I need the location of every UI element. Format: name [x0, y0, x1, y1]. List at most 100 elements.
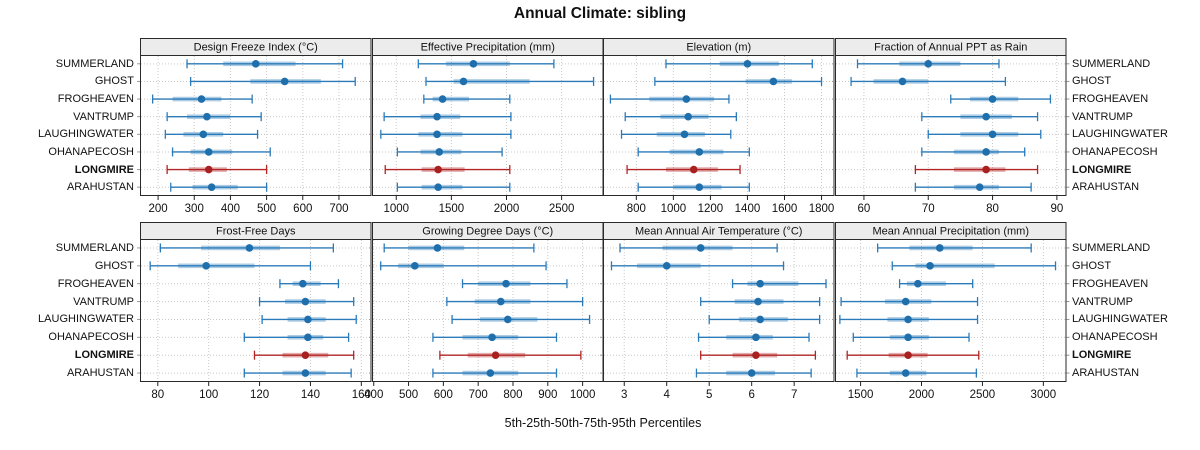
- station-label-arahustan-left: ARAHUSTAN: [66, 181, 134, 194]
- x-tick-label: 5: [706, 389, 712, 401]
- median-dot: [496, 297, 505, 306]
- panel-fraction-of-annual-ppt-as-rain: Fraction of Annual PPT as Rain 60 70 80 90: [831, 38, 1069, 215]
- median-dot: [202, 262, 210, 270]
- median-dot: [199, 130, 208, 139]
- station-label-ohanapecosh-left: OHANAPECOSH: [48, 145, 134, 158]
- median-dot: [754, 297, 762, 306]
- median-dot: [469, 60, 477, 68]
- panel-mean-annual-air-temperature-c: Mean Annual Air Temperature (°C) 3 4 5 6 7: [600, 222, 838, 401]
- strip-title: Mean Annual Precipitation (mm): [872, 226, 1029, 238]
- x-tick-label: 120: [250, 389, 269, 401]
- x-tick-label: 300: [185, 203, 204, 215]
- x-tick-label: 600: [293, 203, 312, 215]
- station-label-ghost-left: GHOST: [94, 75, 134, 88]
- median-dot: [304, 333, 312, 342]
- station-label-ohanapecosh-right: OHANAPECOSH: [1072, 331, 1158, 344]
- median-dot: [689, 165, 698, 174]
- x-tick-label: 400: [221, 203, 240, 215]
- x-tick-label: 80: [986, 203, 999, 215]
- panel-growing-degree-days-c: Growing Degree Days (°C) 400 500 600 700 800 9…: [364, 222, 606, 401]
- panel-effective-precipitation-mm: Effective Precipitation (mm) 1000 1500 2000…: [368, 38, 606, 215]
- strip-title: Effective Precipitation (mm): [420, 42, 554, 54]
- median-dot: [434, 148, 443, 156]
- station-label-laughingwater-left: LAUGHINGWATER: [38, 313, 134, 326]
- median-dot: [898, 77, 906, 86]
- median-dot: [752, 351, 760, 359]
- median-dot: [903, 315, 912, 324]
- median-dot: [503, 315, 512, 324]
- median-dot: [756, 315, 764, 324]
- x-tick-label: 1500: [438, 203, 464, 215]
- strip-title: Fraction of Annual PPT as Rain: [874, 42, 1027, 54]
- median-dot: [752, 333, 760, 342]
- x-tick-label: 70: [921, 203, 934, 215]
- x-tick-label: 600: [433, 389, 452, 401]
- station-label-laughingwater-right: LAUGHINGWATER: [1072, 128, 1168, 141]
- plot-area: [834, 55, 1066, 196]
- strip-title: Mean Annual Air Temperature (°C): [635, 226, 802, 238]
- median-dot: [207, 183, 216, 191]
- median-dot: [204, 148, 213, 156]
- x-tick-label: 100: [199, 389, 218, 401]
- panel-design-freeze-index-c: Design Freeze Index (°C) 200 300 400 500 600 7…: [137, 38, 375, 215]
- station-label-arahustan-left: ARAHUSTAN: [66, 367, 134, 380]
- x-tick-label: 160: [352, 389, 371, 401]
- station-label-summerland-left: SUMMERLAND: [55, 57, 134, 70]
- median-dot: [251, 60, 260, 68]
- x-tick-label: 2000: [908, 389, 934, 401]
- median-dot: [988, 95, 996, 103]
- x-tick-label: 1600: [772, 203, 798, 215]
- median-dot: [245, 244, 254, 252]
- x-tick-label: 700: [468, 389, 487, 401]
- station-label-vantrump-right: VANTRUMP: [1072, 110, 1133, 123]
- station-label-ohanapecosh-left: OHANAPECOSH: [48, 331, 134, 344]
- station-label-arahustan-right: ARAHUSTAN: [1072, 367, 1140, 380]
- median-dot: [491, 351, 499, 359]
- x-tick-label: 1000: [661, 203, 687, 215]
- median-dot: [301, 297, 310, 306]
- median-dot: [975, 183, 983, 191]
- median-dot: [432, 112, 441, 121]
- median-dot: [925, 262, 934, 270]
- x-tick-label: 1400: [735, 203, 761, 215]
- x-tick-label: 140: [301, 389, 320, 401]
- median-dot: [301, 351, 310, 359]
- median-dot: [756, 279, 764, 288]
- median-dot: [280, 77, 289, 86]
- x-tick-label: 3000: [1030, 389, 1056, 401]
- median-dot: [459, 77, 467, 86]
- plot-area: [603, 239, 835, 382]
- station-label-ghost-right: GHOST: [1072, 259, 1112, 272]
- station-label-ohanapecosh-right: OHANAPECOSH: [1072, 145, 1158, 158]
- x-tick-label: 1000: [569, 389, 595, 401]
- median-dot: [301, 369, 310, 377]
- station-label-ghost-right: GHOST: [1072, 75, 1112, 88]
- station-label-summerland-right: SUMMERLAND: [1072, 57, 1151, 70]
- median-dot: [203, 112, 211, 121]
- median-dot: [981, 165, 990, 174]
- median-dot: [299, 279, 307, 288]
- x-tick-label: 400: [364, 389, 383, 401]
- median-dot: [487, 333, 496, 342]
- x-tick-label: 90: [1050, 203, 1063, 215]
- plot-area: [140, 239, 372, 382]
- station-label-frogheaven-left: FROGHEAVEN: [57, 277, 134, 290]
- x-tick-label: 2500: [969, 389, 995, 401]
- median-dot: [695, 148, 704, 156]
- station-label-longmire-right: LONGMIRE: [1072, 349, 1132, 362]
- median-dot: [903, 333, 912, 342]
- station-label-laughingwater-left: LAUGHINGWATER: [38, 128, 134, 141]
- station-label-frogheaven-right: FROGHEAVEN: [1072, 93, 1149, 106]
- median-dot: [913, 279, 922, 288]
- plot-area: [834, 239, 1066, 382]
- median-dot: [696, 244, 705, 252]
- chart-title: Annual Climate: sibling: [513, 5, 687, 22]
- x-tick-label: 7: [791, 389, 797, 401]
- median-dot: [769, 77, 778, 86]
- median-dot: [988, 130, 996, 139]
- median-dot: [981, 112, 990, 121]
- station-label-frogheaven-right: FROGHEAVEN: [1072, 277, 1149, 290]
- plot-area: [371, 239, 603, 382]
- station-label-summerland-left: SUMMERLAND: [55, 241, 134, 254]
